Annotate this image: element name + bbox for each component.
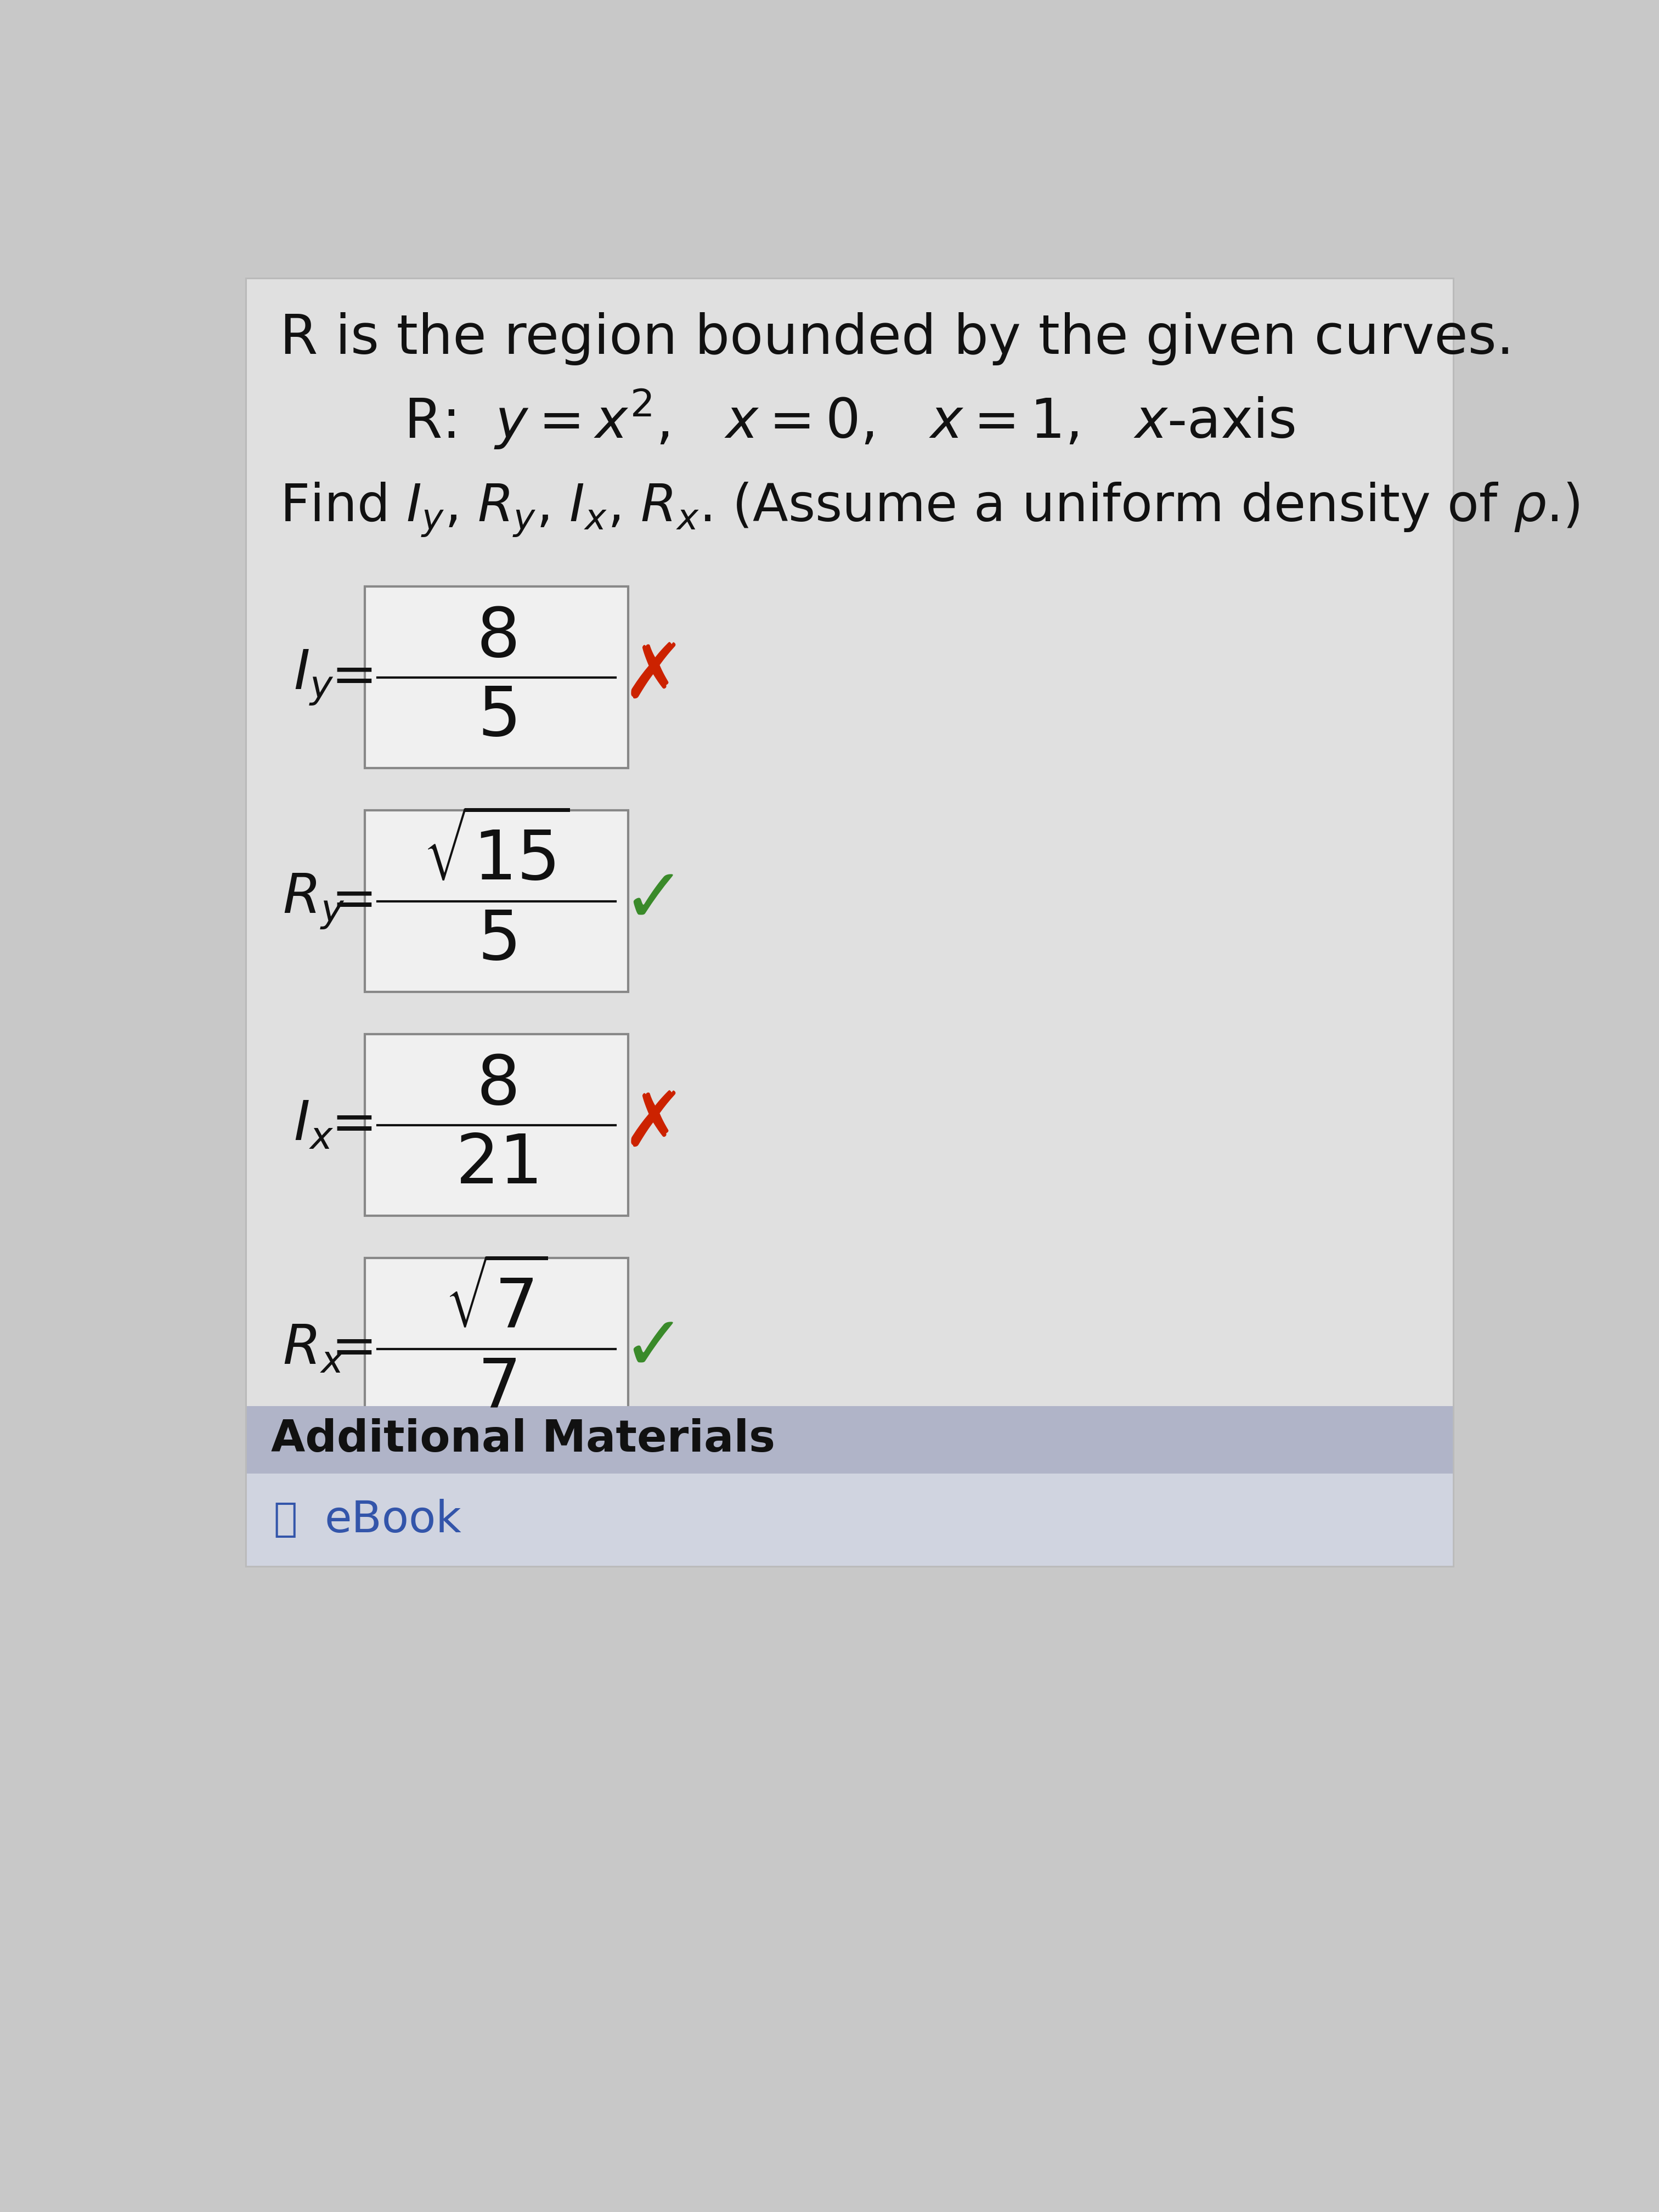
Bar [365,810,629,991]
Bar [246,1473,1453,1566]
Text: $I_{x}$: $I_{x}$ [294,1099,333,1152]
Text: $8$: $8$ [476,604,516,670]
Text: =: = [332,874,377,927]
Bar [365,1259,629,1440]
Text: =: = [332,1099,377,1152]
Text: ✓: ✓ [622,1312,685,1387]
Text: =: = [332,1323,377,1376]
Text: $7$: $7$ [478,1356,516,1422]
Text: $\sqrt{15}$: $\sqrt{15}$ [423,816,571,896]
Text: Find $I_y$, $R_y$, $I_x$, $R_x$. (Assume a uniform density of $\rho$.): Find $I_y$, $R_y$, $I_x$, $R_x$. (Assume… [280,480,1579,540]
Text: eBook: eBook [324,1500,461,1542]
Text: $5$: $5$ [478,907,516,973]
Text: R is the region bounded by the given curves.: R is the region bounded by the given cur… [280,312,1513,365]
Bar [246,279,1453,1566]
Bar [365,1035,629,1217]
Bar [246,1407,1453,1473]
Text: $I_{y}$: $I_{y}$ [294,648,333,706]
Text: $\sqrt{7}$: $\sqrt{7}$ [445,1265,547,1343]
Text: $5$: $5$ [478,684,516,750]
Text: ✗: ✗ [622,639,685,714]
Text: ✗: ✗ [622,1088,685,1161]
Text: =: = [332,650,377,703]
Text: R:  $y = x^2$,   $x = 0$,   $x = 1$,   $x$-axis: R: $y = x^2$, $x = 0$, $x = 1$, $x$-axis [403,387,1296,451]
Text: $8$: $8$ [476,1053,516,1119]
Text: ✓: ✓ [622,865,685,938]
Text: Additional Materials: Additional Materials [270,1418,775,1462]
Bar [365,586,629,768]
Bar [246,279,1453,1566]
Text: $21$: $21$ [456,1130,538,1199]
Text: 📖: 📖 [274,1502,297,1540]
Text: $R_{y}$: $R_{y}$ [282,872,345,931]
Text: $R_{x}$: $R_{x}$ [282,1323,345,1376]
